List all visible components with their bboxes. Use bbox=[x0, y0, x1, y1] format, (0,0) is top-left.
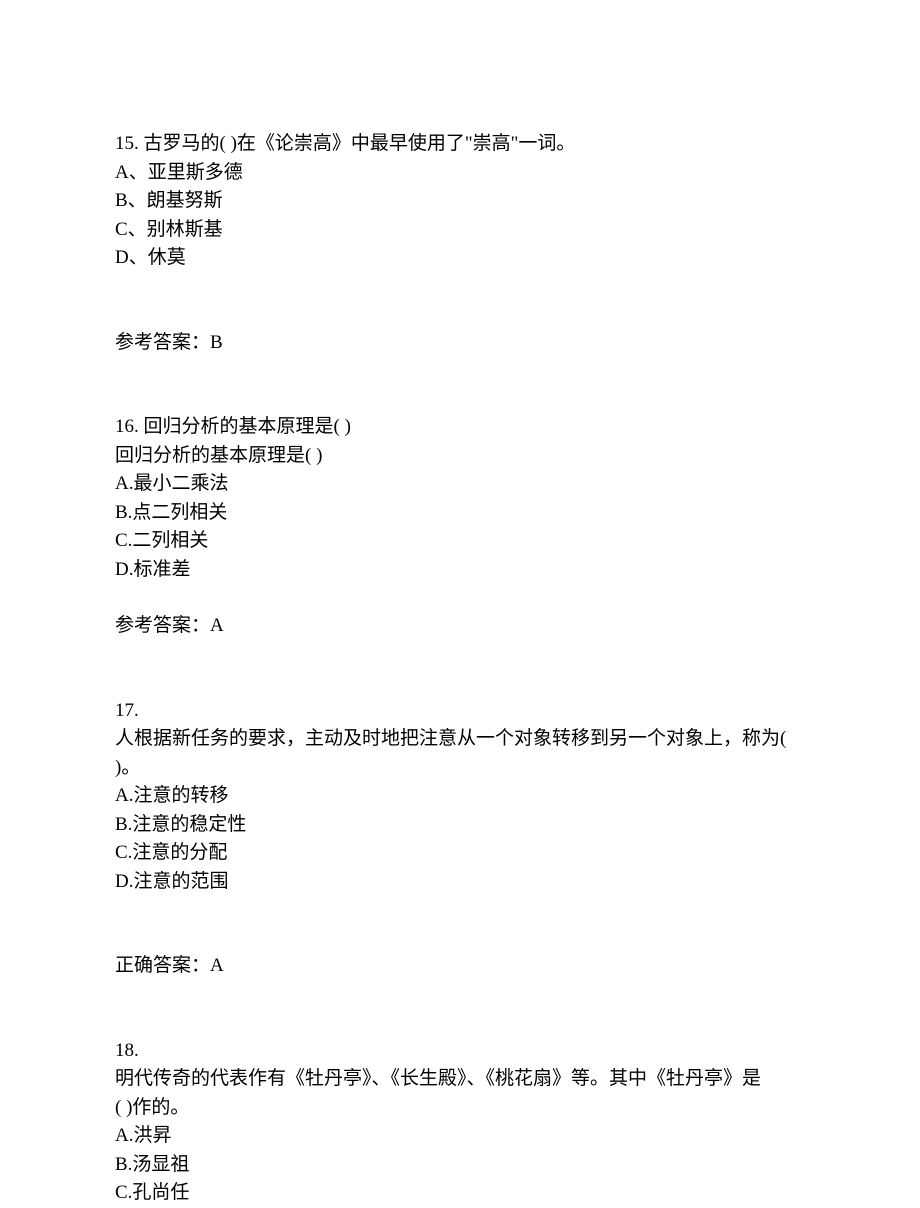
option-a: A.注意的转移 bbox=[115, 782, 805, 811]
answer-line: 参考答案：B bbox=[115, 329, 805, 358]
answer-label: 参考答案： bbox=[115, 615, 210, 636]
option-d: D、休莫 bbox=[115, 244, 805, 273]
answer-line: 参考答案：A bbox=[115, 612, 805, 641]
question-stem-line1: 人根据新任务的要求，主动及时地把注意从一个对象转移到另一个对象上，称为( bbox=[115, 725, 805, 754]
question-16: 16. 回归分析的基本原理是( ) 回归分析的基本原理是( ) A.最小二乘法 … bbox=[115, 413, 805, 641]
question-text: 回归分析的基本原理是( ) bbox=[144, 416, 351, 437]
question-stem-line2: ( )作的。 bbox=[115, 1094, 805, 1123]
question-stem: 16. 回归分析的基本原理是( ) bbox=[115, 413, 805, 442]
question-15: 15. 古罗马的( )在《论崇高》中最早使用了"崇高"一词。 A、亚里斯多德 B… bbox=[115, 130, 805, 357]
question-number: 15. bbox=[115, 133, 139, 154]
answer-value: A bbox=[210, 615, 224, 636]
question-number: 17. bbox=[115, 697, 805, 726]
option-d: D.标准差 bbox=[115, 556, 805, 585]
answer-label: 正确答案： bbox=[115, 955, 210, 976]
option-c: C、别林斯基 bbox=[115, 216, 805, 245]
option-b: B.点二列相关 bbox=[115, 499, 805, 528]
answer-line: 正确答案：A bbox=[115, 952, 805, 981]
question-number: 16. bbox=[115, 416, 139, 437]
question-17: 17. 人根据新任务的要求，主动及时地把注意从一个对象转移到另一个对象上，称为(… bbox=[115, 697, 805, 981]
question-text: 古罗马的( )在《论崇高》中最早使用了"崇高"一词。 bbox=[144, 133, 576, 154]
option-a: A.最小二乘法 bbox=[115, 470, 805, 499]
question-stem: 15. 古罗马的( )在《论崇高》中最早使用了"崇高"一词。 bbox=[115, 130, 805, 159]
option-b: B.汤显祖 bbox=[115, 1151, 805, 1180]
option-c: C.孔尚任 bbox=[115, 1179, 805, 1208]
question-stem-line1: 明代传奇的代表作有《牡丹亭》、《长生殿》、《桃花扇》等。其中《牡丹亭》是 bbox=[115, 1065, 805, 1094]
option-c: C.二列相关 bbox=[115, 527, 805, 556]
option-c: C.注意的分配 bbox=[115, 839, 805, 868]
option-a: A.洪昇 bbox=[115, 1122, 805, 1151]
answer-value: A bbox=[210, 955, 224, 976]
question-18: 18. 明代传奇的代表作有《牡丹亭》、《长生殿》、《桃花扇》等。其中《牡丹亭》是… bbox=[115, 1037, 805, 1208]
answer-label: 参考答案： bbox=[115, 332, 210, 353]
question-stem-repeat: 回归分析的基本原理是( ) bbox=[115, 442, 805, 471]
option-b: B、朗基努斯 bbox=[115, 187, 805, 216]
option-a: A、亚里斯多德 bbox=[115, 159, 805, 188]
question-stem-line2: )。 bbox=[115, 754, 805, 783]
question-number: 18. bbox=[115, 1037, 805, 1066]
option-b: B.注意的稳定性 bbox=[115, 811, 805, 840]
option-d: D.注意的范围 bbox=[115, 868, 805, 897]
answer-value: B bbox=[210, 332, 223, 353]
